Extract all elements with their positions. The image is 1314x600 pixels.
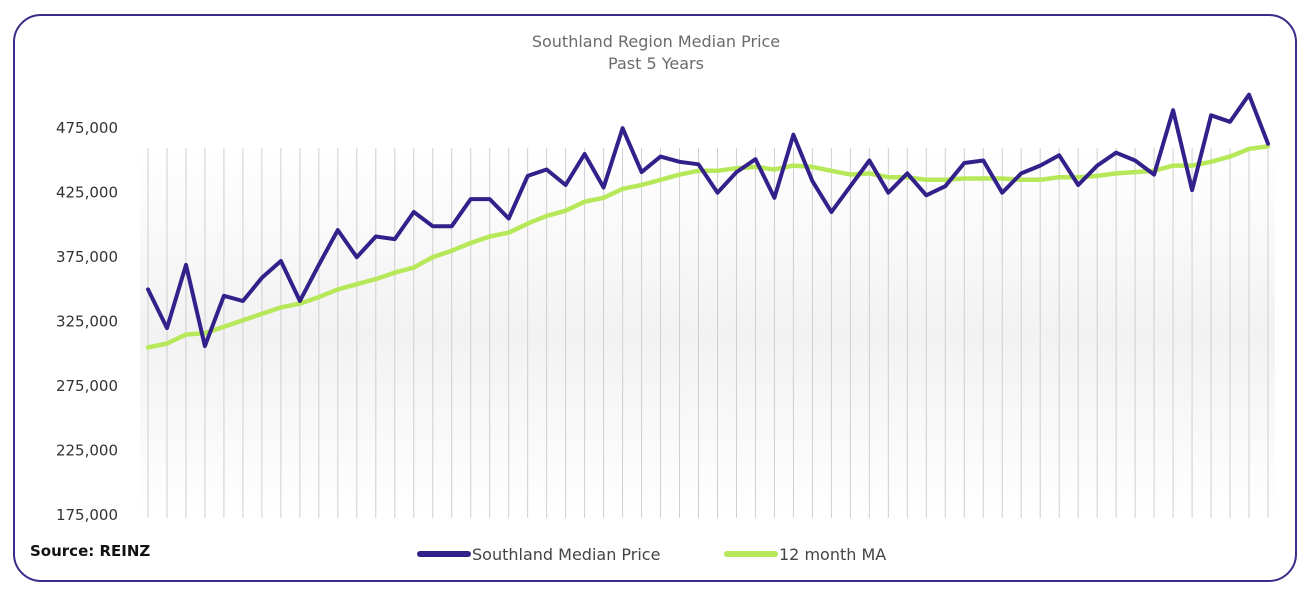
series-line-median-price bbox=[146, 92, 1270, 349]
y-tick-label: 225,000 bbox=[56, 442, 118, 460]
source-label: Source: REINZ bbox=[30, 542, 150, 560]
y-axis-ticks: 175,000 225,000 275,000 325,000 375,000 425,0… bbox=[56, 119, 118, 524]
legend: Southland Median Price 12 month MA bbox=[417, 545, 886, 564]
series-lines bbox=[145, 92, 1271, 350]
plot-background bbox=[140, 148, 1275, 518]
y-tick-label: 475,000 bbox=[56, 119, 118, 137]
y-tick-label: 425,000 bbox=[56, 184, 118, 202]
chart-subtitle: Past 5 Years bbox=[608, 54, 704, 73]
series-line-moving-average bbox=[145, 144, 1271, 350]
legend-label-moving-average: 12 month MA bbox=[779, 545, 886, 564]
vertical-gridlines bbox=[147, 148, 1269, 518]
legend-label-median-price: Southland Median Price bbox=[472, 545, 660, 564]
y-tick-label: 275,000 bbox=[56, 377, 118, 395]
chart-title: Southland Region Median Price bbox=[532, 32, 780, 51]
y-tick-label: 375,000 bbox=[56, 248, 118, 266]
y-tick-label: 325,000 bbox=[56, 313, 118, 331]
y-tick-label: 175,000 bbox=[56, 506, 118, 524]
